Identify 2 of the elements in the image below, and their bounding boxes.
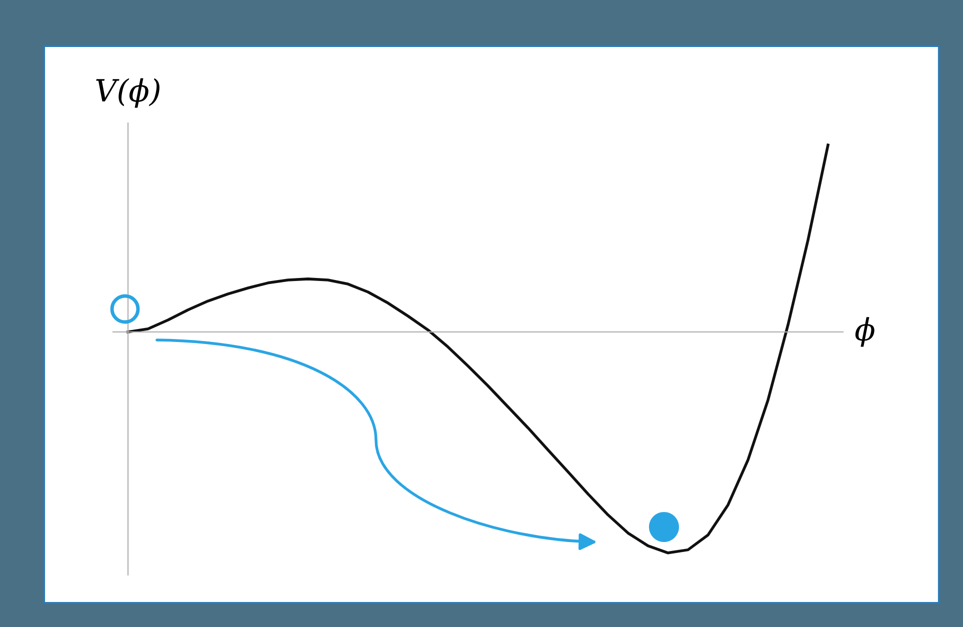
y-axis-title: V(ϕ) — [96, 78, 160, 108]
x-axis-title: ϕ — [855, 317, 874, 347]
